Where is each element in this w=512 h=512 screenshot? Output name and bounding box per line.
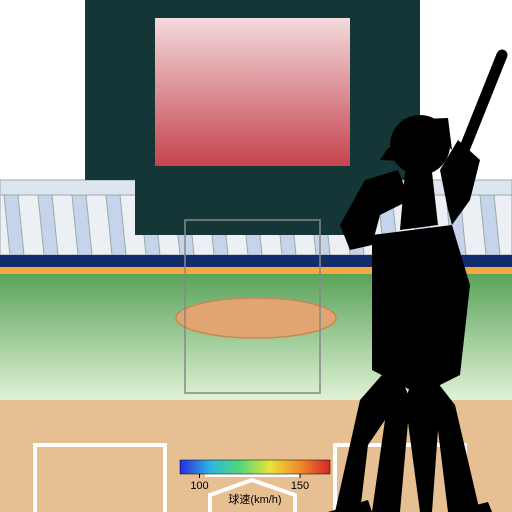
colorbar-label: 球速(km/h): [228, 492, 281, 506]
colorbar-tick: 100: [190, 480, 208, 492]
pitch-location-diagram: 100 150 球速(km/h): [0, 0, 512, 512]
pitchers-mound: [176, 298, 336, 338]
colorbar-tick: 150: [291, 480, 309, 492]
scoreboard-screen: [155, 18, 350, 166]
scoreboard-base: [135, 180, 370, 235]
